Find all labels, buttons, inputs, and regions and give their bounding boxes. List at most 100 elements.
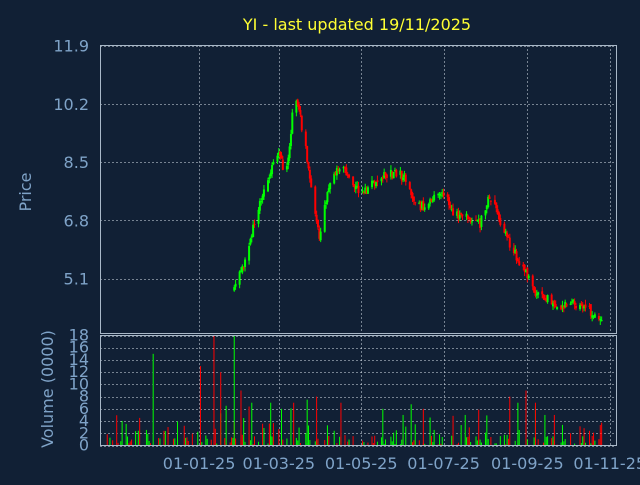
- volume-bar: [547, 436, 548, 445]
- volume-bar: [467, 437, 468, 446]
- price-tick-label: 6.8: [64, 211, 89, 230]
- price-candle-body: [267, 180, 269, 191]
- price-candle-body: [367, 187, 369, 194]
- volume-bar: [486, 415, 487, 445]
- volume-bar: [197, 432, 198, 446]
- volume-bar: [163, 431, 164, 446]
- price-candle-body: [489, 197, 491, 199]
- volume-bar: [570, 433, 571, 445]
- volume-bar: [509, 397, 510, 446]
- price-candle-body: [490, 201, 492, 202]
- price-axis-label: Price: [16, 172, 35, 211]
- price-candle-body: [579, 305, 581, 309]
- volume-bar: [546, 437, 547, 446]
- volume-bar: [147, 434, 148, 446]
- volume-bar: [139, 418, 140, 446]
- volume-bar: [240, 391, 241, 446]
- price-candle-body: [532, 276, 534, 287]
- volume-bar: [374, 436, 375, 446]
- price-candle-body: [290, 134, 292, 146]
- price-candle-body: [480, 216, 482, 227]
- volume-bar: [544, 415, 545, 446]
- price-candle-body: [320, 232, 322, 241]
- price-tick-label: 8.5: [64, 153, 89, 172]
- price-candle-body: [298, 104, 300, 109]
- volume-bar: [278, 429, 279, 445]
- volume-bar: [146, 430, 147, 446]
- volume-bar: [269, 424, 270, 446]
- volume-bar: [442, 437, 443, 445]
- volume-bar: [185, 438, 186, 446]
- volume-bar: [235, 438, 236, 445]
- price-candle-body: [528, 276, 530, 279]
- volume-bar: [109, 438, 110, 446]
- volume-bar: [251, 403, 252, 446]
- volume-bar: [385, 439, 386, 445]
- price-candle-body: [470, 218, 472, 222]
- volume-bar: [116, 415, 117, 445]
- price-candle-body: [309, 170, 311, 179]
- volume-bar: [525, 391, 526, 446]
- volume-bar: [478, 410, 479, 446]
- price-candle-body: [584, 305, 586, 308]
- volume-bar: [254, 436, 255, 445]
- price-candle-body: [433, 195, 435, 201]
- volume-bar: [192, 434, 193, 446]
- price-candle-body: [276, 156, 278, 162]
- price-candle-body: [570, 304, 572, 305]
- volume-bar: [242, 435, 243, 446]
- price-tick-label: 5.1: [64, 270, 89, 289]
- price-candle-body: [297, 100, 299, 105]
- volume-bar: [211, 440, 212, 446]
- price-candle-body: [376, 180, 378, 182]
- price-candle-body: [258, 210, 260, 224]
- volume-bar: [153, 354, 154, 446]
- price-candle-body: [287, 158, 289, 165]
- price-candle-body: [599, 319, 601, 320]
- volume-bar: [600, 425, 601, 445]
- volume-bar: [381, 437, 382, 445]
- volume-bar: [207, 439, 208, 446]
- volume-bar: [126, 424, 127, 446]
- price-candle-body: [424, 207, 426, 209]
- volume-bar: [131, 440, 132, 446]
- volume-bar: [263, 428, 264, 446]
- volume-bar: [488, 439, 489, 445]
- volume-bar: [598, 439, 599, 445]
- price-candle-body: [495, 203, 497, 209]
- price-candle-body: [460, 213, 462, 215]
- volume-bar: [168, 427, 169, 445]
- volume-bar: [390, 437, 391, 446]
- price-candle-body: [575, 306, 577, 308]
- volume-bar: [431, 436, 432, 446]
- volume-bar: [382, 409, 383, 446]
- price-candle-body: [339, 169, 341, 171]
- volume-bar: [177, 421, 178, 445]
- volume-bar: [273, 423, 274, 446]
- volume-bar: [220, 372, 221, 445]
- price-candle-body: [574, 301, 576, 305]
- volume-bar: [340, 403, 341, 446]
- volume-bar: [432, 442, 433, 446]
- price-candle-body: [352, 177, 354, 186]
- price-candle-body: [459, 215, 461, 219]
- volume-bar: [490, 437, 491, 445]
- price-candle-body: [598, 316, 600, 319]
- volume-bar: [158, 438, 159, 445]
- volume-axis-label: Volume (0000): [38, 330, 57, 448]
- price-candle-body: [299, 110, 301, 114]
- price-candle-body: [448, 197, 450, 205]
- price-candle-body: [259, 201, 261, 211]
- volume-bar: [413, 440, 414, 445]
- volume-bar: [344, 435, 345, 445]
- price-candle-body: [282, 160, 284, 170]
- volume-bar: [480, 440, 481, 446]
- price-candle-body: [272, 162, 274, 164]
- volume-bar: [363, 442, 364, 445]
- volume-bar: [401, 440, 402, 446]
- volume-bar: [309, 440, 310, 445]
- volume-bar: [184, 426, 185, 446]
- price-candle-body: [518, 261, 520, 265]
- price-candle-body: [541, 291, 543, 294]
